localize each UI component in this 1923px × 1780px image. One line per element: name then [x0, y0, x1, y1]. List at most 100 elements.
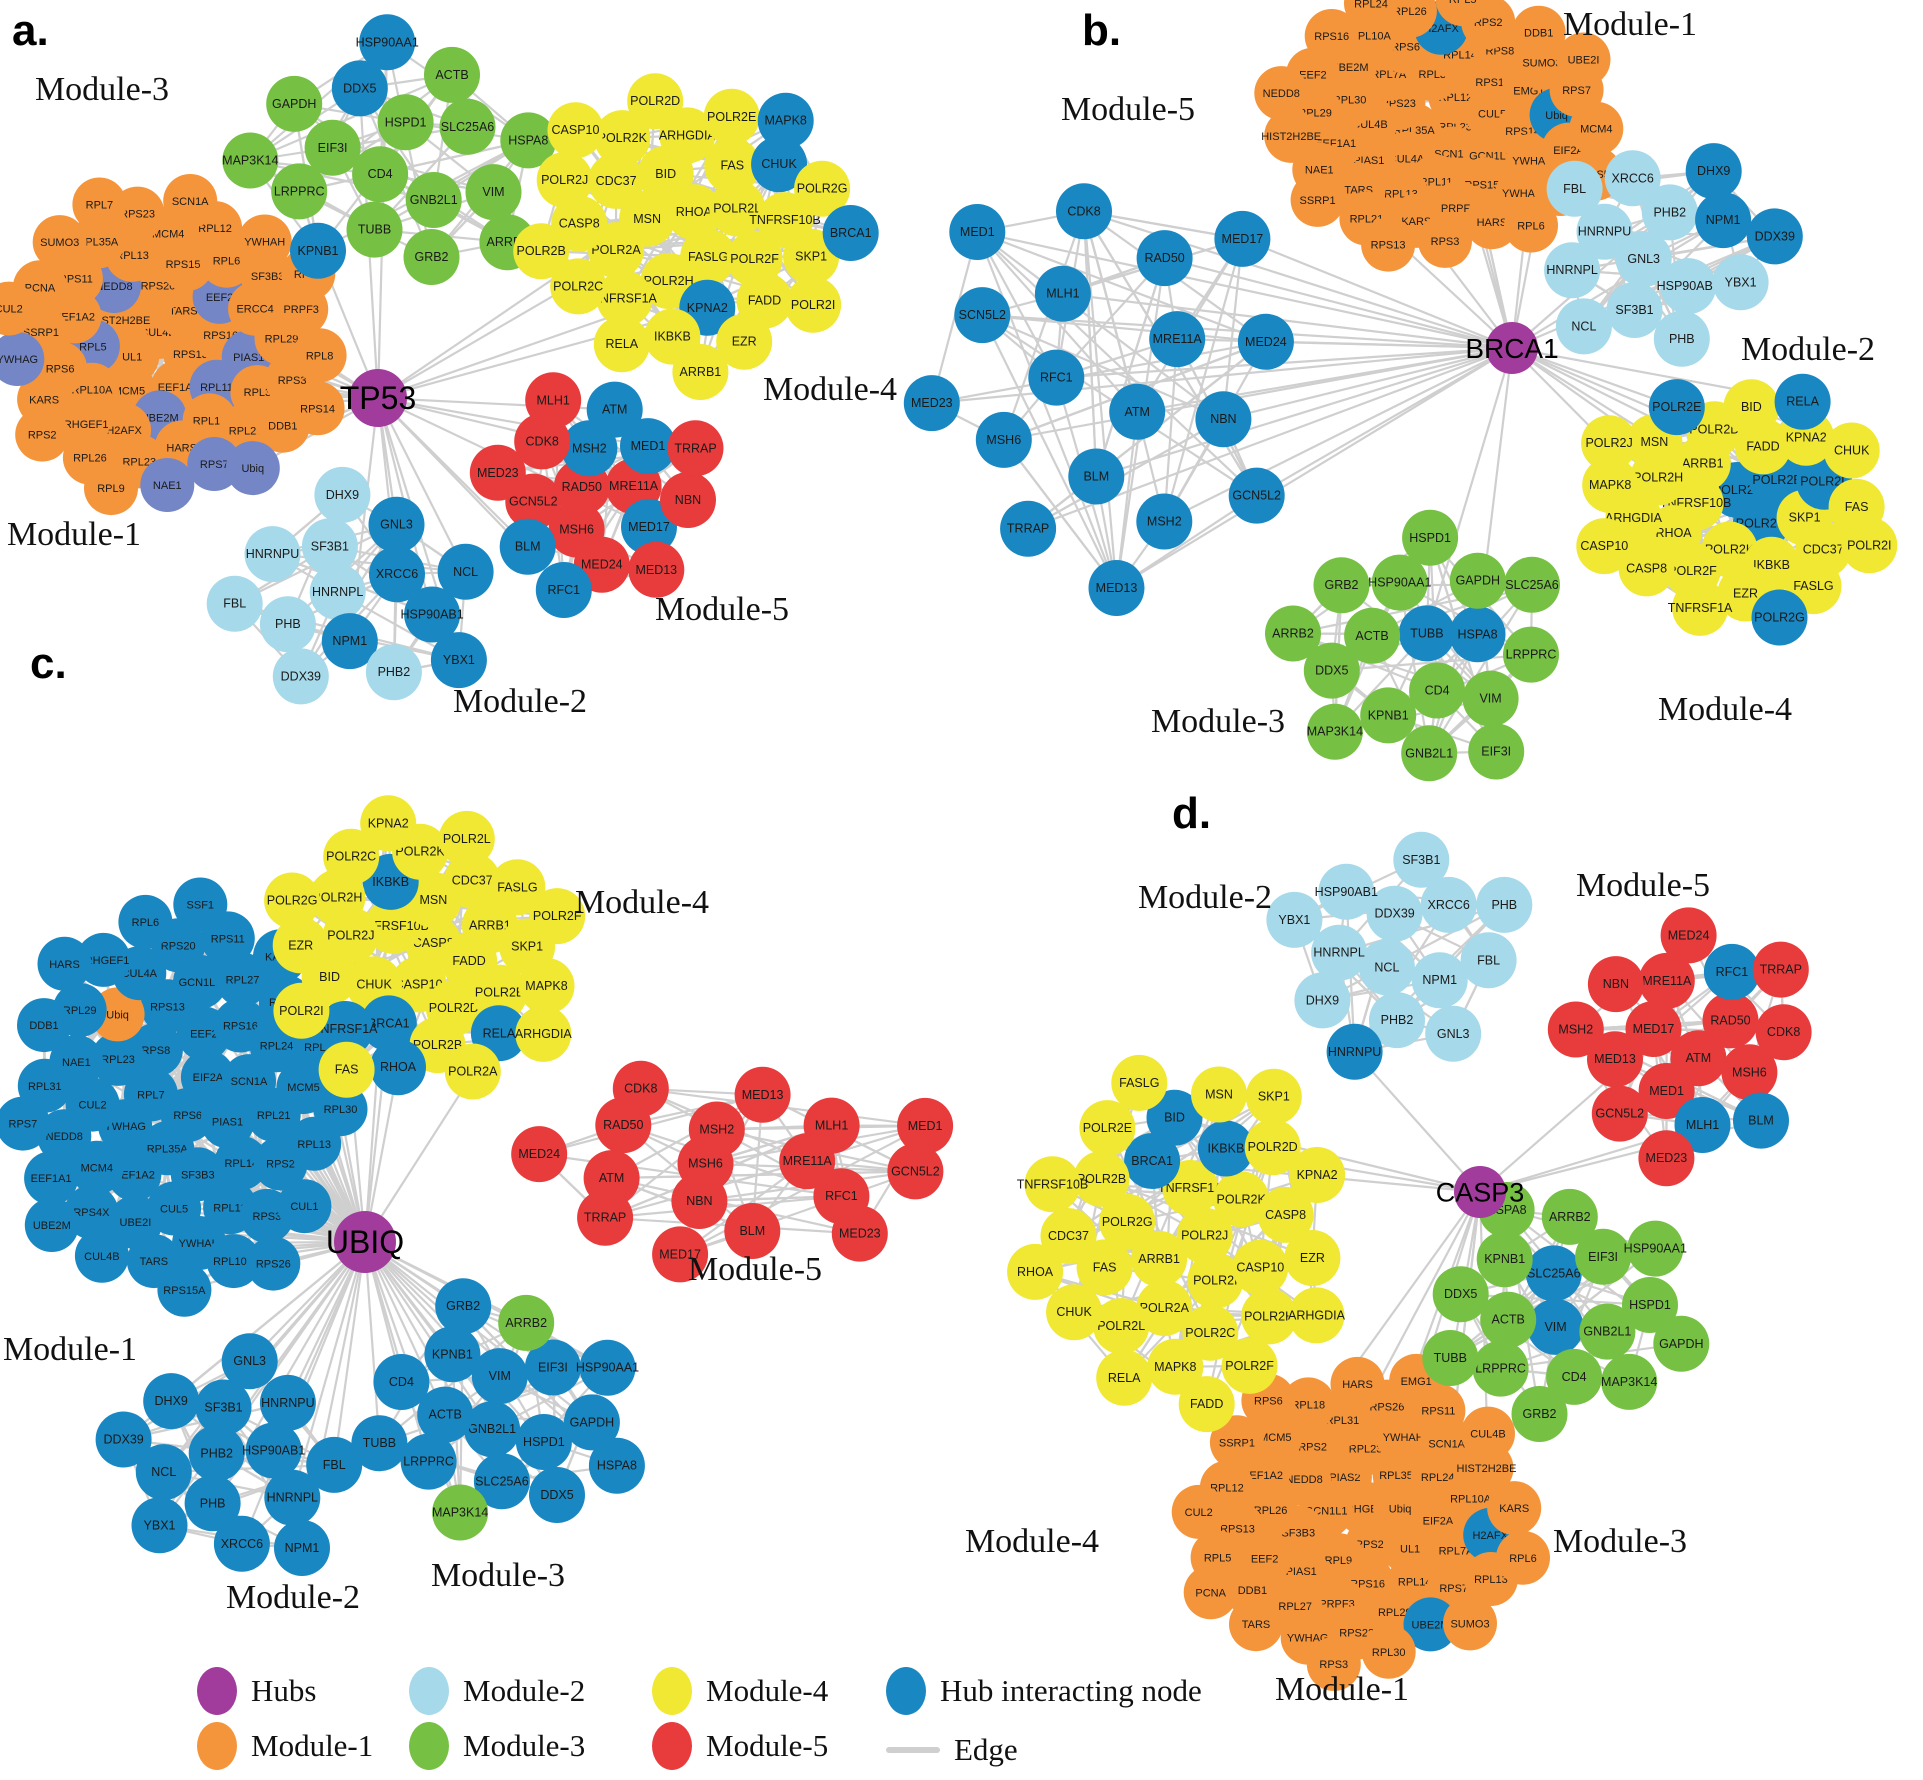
node-label-YBX1: YBX1: [443, 653, 475, 667]
node-label-HSP90AB1: HSP90AB1: [242, 1444, 305, 1458]
legend-label: Module-4: [706, 1673, 828, 1709]
node-label-MED23: MED23: [839, 1227, 881, 1241]
node-label-CDK8: CDK8: [1767, 1025, 1800, 1039]
node-label-XRCC6: XRCC6: [221, 1537, 263, 1551]
node-label-MED13: MED13: [742, 1088, 784, 1102]
node-label-DDB1: DDB1: [1238, 1585, 1267, 1597]
node-label-HSPD1: HSPD1: [1629, 1298, 1671, 1312]
module-label-c-module-1: Module-1: [3, 1331, 137, 1368]
node-label-NAE1: NAE1: [153, 480, 182, 492]
node-label-TRRAP: TRRAP: [674, 441, 716, 455]
node-label-MSH2: MSH2: [1558, 1023, 1593, 1037]
node-label-LRPPRC: LRPPRC: [1506, 648, 1557, 662]
node-label-FADD: FADD: [748, 294, 781, 308]
node-label-ACTB: ACTB: [429, 1408, 462, 1422]
node-label-HNRNPU: HNRNPU: [1328, 1045, 1381, 1059]
legend-item-module-4: Module-4: [652, 1667, 828, 1715]
node-label-HIST2H2BE: HIST2H2BE: [1457, 1463, 1517, 1475]
node-label-RPS7: RPS7: [200, 459, 229, 471]
node-label-CUL5: CUL5: [160, 1204, 188, 1216]
node-label-RPL27: RPL27: [226, 975, 260, 987]
node-label-SKP1: SKP1: [1258, 1090, 1290, 1104]
node-label-PIAS1: PIAS1: [1286, 1566, 1317, 1578]
module-label-b-module-4: Module-4: [1658, 691, 1792, 728]
module-label-d-module-3: Module-3: [1553, 1523, 1687, 1560]
node-label-POLR2G: POLR2G: [1102, 1215, 1153, 1229]
node-label-GNL3: GNL3: [380, 518, 413, 532]
node-label-NCL: NCL: [151, 1465, 176, 1479]
node-label-POLR2G: POLR2G: [267, 894, 318, 908]
node-label-RPS13: RPS13: [1371, 240, 1406, 252]
node-label-RPS15A: RPS15A: [163, 1285, 206, 1297]
node-label-EEF1A1: EEF1A1: [31, 1173, 72, 1185]
node-label-RPL11: RPL11: [200, 382, 233, 394]
node-label-RPL6: RPL6: [1509, 1553, 1537, 1565]
node-label-UBE2M: UBE2M: [33, 1220, 71, 1232]
node-label-RAD50: RAD50: [562, 480, 602, 494]
hub-label-BRCA1: BRCA1: [1465, 333, 1558, 364]
node-label-KPNB1: KPNB1: [1484, 1252, 1525, 1266]
node-label-TUBB: TUBB: [363, 1436, 396, 1450]
legend-label: Module-5: [706, 1728, 828, 1764]
module-4-swatch-icon: [652, 1667, 692, 1715]
node-label-CASP10: CASP10: [1236, 1261, 1284, 1275]
node-label-DDX5: DDX5: [1444, 1287, 1477, 1301]
node-label-PHB: PHB: [275, 617, 301, 631]
node-label-NPM1: NPM1: [1422, 973, 1457, 987]
node-label-ARHGDIA: ARHGDIA: [1288, 1308, 1346, 1322]
node-label-RPL31: RPL31: [28, 1081, 62, 1093]
node-label-NEDD8: NEDD8: [1285, 1474, 1322, 1486]
node-label-BRCA1: BRCA1: [1131, 1154, 1173, 1168]
node-label-GRB2: GRB2: [446, 1299, 480, 1313]
node-label-RAD50: RAD50: [603, 1118, 643, 1132]
node-label-CHUK: CHUK: [356, 977, 392, 991]
node-label-CD4: CD4: [1425, 684, 1450, 698]
node-label-CD4: CD4: [368, 167, 393, 181]
node-label-MED1: MED1: [960, 225, 995, 239]
node-label-EZR: EZR: [288, 938, 313, 952]
node-label-MED1: MED1: [631, 439, 666, 453]
node-label-HSP90AB1: HSP90AB1: [400, 608, 463, 622]
node-label-RPS11: RPS11: [211, 933, 245, 945]
module-2-swatch-icon: [409, 1667, 449, 1715]
node-label-RPL18: RPL18: [1291, 1399, 1325, 1411]
node-label-ARRB1: ARRB1: [1682, 457, 1724, 471]
node-label-EIF3I: EIF3I: [1588, 1250, 1618, 1264]
node-label-MED17: MED17: [628, 520, 670, 534]
node-label-MRE11A: MRE11A: [1153, 332, 1203, 346]
node-label-HARS: HARS: [49, 959, 80, 971]
node-label-PHB2: PHB2: [378, 665, 411, 679]
node-label-ARHGDIA: ARHGDIA: [515, 1027, 573, 1041]
node-label-KPNA2: KPNA2: [687, 301, 728, 315]
node-label-HSPA8: HSPA8: [508, 133, 548, 147]
node-label-EZR: EZR: [1733, 587, 1758, 601]
node-label-RPL23: RPL23: [101, 1054, 135, 1066]
node-label-POLR2G: POLR2G: [797, 182, 848, 196]
node-label-CASP10: CASP10: [1580, 539, 1628, 553]
node-label-MED13: MED13: [1096, 581, 1138, 595]
module-label-d-module-1: Module-1: [1275, 1671, 1409, 1708]
node-label-NPM1: NPM1: [332, 634, 367, 648]
node-label-POLR2I: POLR2I: [791, 298, 835, 312]
node-label-POLR2F: POLR2F: [1225, 1359, 1274, 1373]
node-label-DDX39: DDX39: [1755, 229, 1795, 243]
node-label-SKP1: SKP1: [795, 250, 827, 264]
node-label-RPS26: RPS26: [256, 1259, 291, 1271]
node-label-ARRB1: ARRB1: [1138, 1252, 1180, 1266]
node-label-CUL4B: CUL4B: [1470, 1429, 1505, 1441]
node-label-MED23: MED23: [911, 396, 953, 410]
hubs-swatch-icon: [197, 1667, 237, 1715]
module-label-b-module-1: Module-1: [1563, 6, 1697, 43]
node-label-POLR2J: POLR2J: [1181, 1229, 1228, 1243]
node-label-CUL2: CUL2: [1185, 1507, 1213, 1519]
node-label-HSP90AA1: HSP90AA1: [356, 35, 419, 49]
node-label-KPNB1: KPNB1: [298, 244, 339, 258]
node-label-NBN: NBN: [686, 1194, 712, 1208]
node-label-RPS7: RPS7: [1562, 85, 1591, 97]
node-label-POLR2D: POLR2D: [1248, 1140, 1298, 1154]
node-label-HSPD1: HSPD1: [385, 115, 427, 129]
node-label-CDC37: CDC37: [596, 174, 637, 188]
node-label-POLR2G: POLR2G: [1754, 611, 1805, 625]
